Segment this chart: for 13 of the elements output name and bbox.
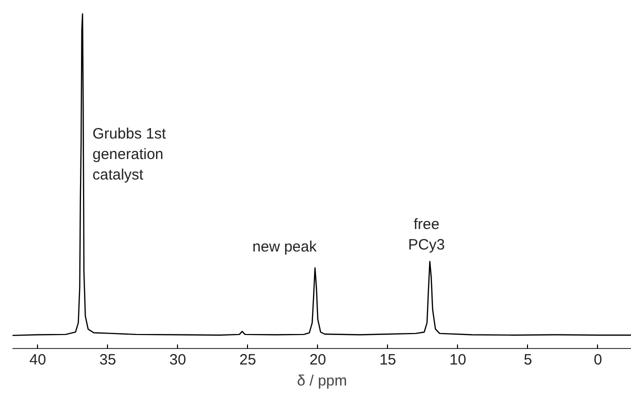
x-tick-label: 35 <box>99 352 116 368</box>
x-tick-label: 5 <box>524 352 532 368</box>
x-tick-label: 0 <box>594 352 602 368</box>
x-tick-label: 40 <box>29 352 46 368</box>
x-tick-label: 25 <box>239 352 256 368</box>
annotation: free PCy3 <box>408 216 445 254</box>
x-tick-label: 10 <box>450 352 466 368</box>
x-tick-label: 30 <box>169 352 186 368</box>
annotation: new peak <box>252 238 318 256</box>
annotation: Grubbs 1st generation catalyst <box>92 126 167 184</box>
x-tick-label: 20 <box>309 352 326 368</box>
x-axis-title: δ / ppm <box>296 372 348 390</box>
x-tick-label: 15 <box>379 352 396 368</box>
